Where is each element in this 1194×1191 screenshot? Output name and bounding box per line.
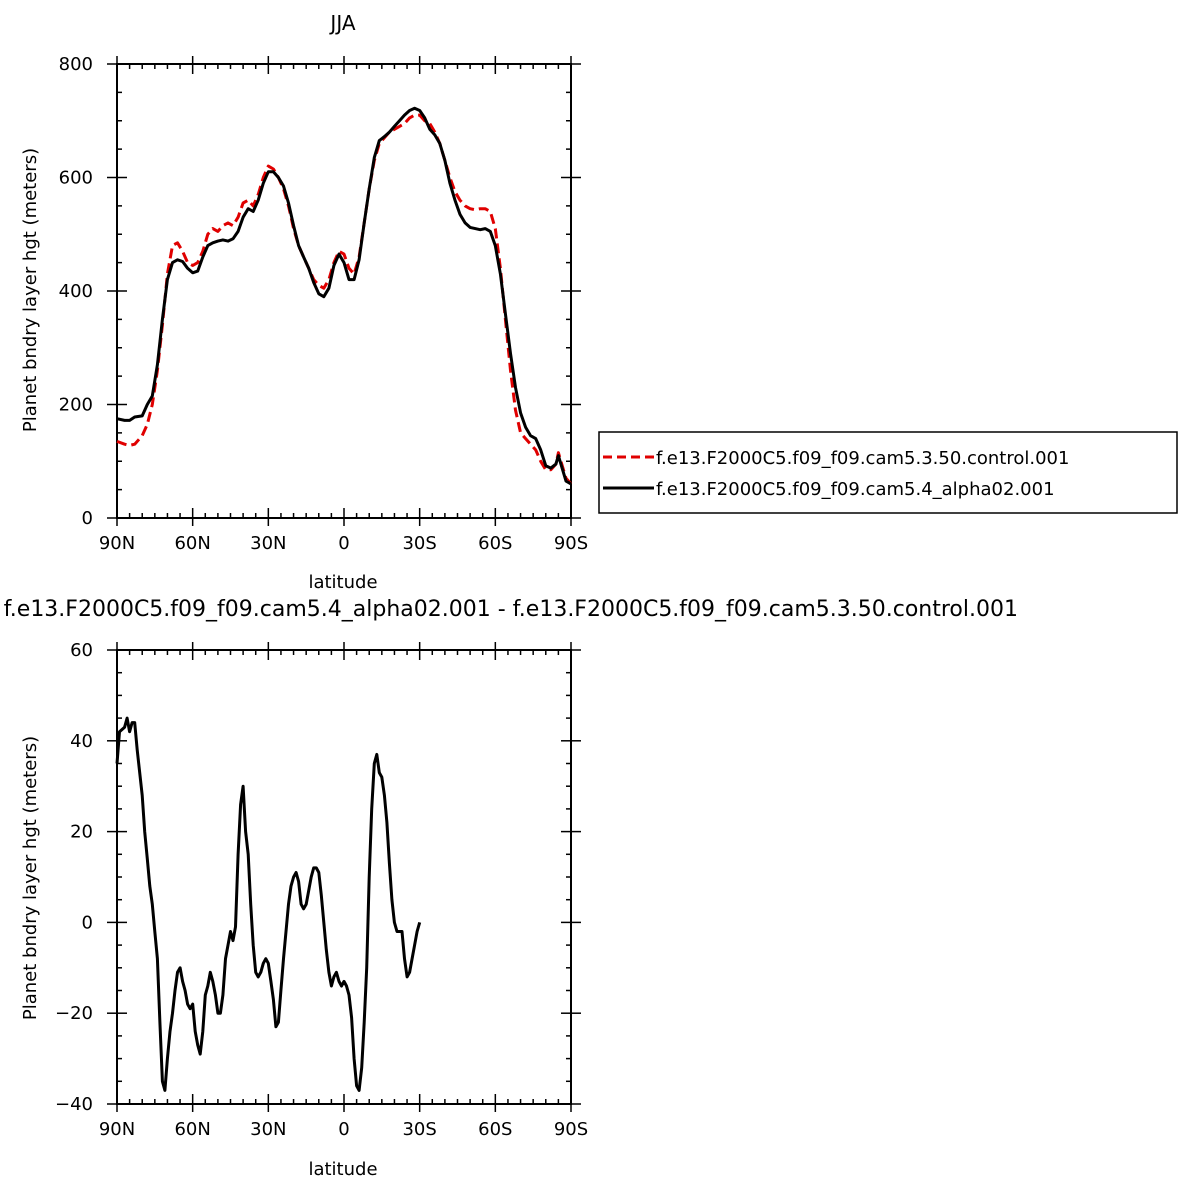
top-y-tick-label: 400 <box>59 281 93 302</box>
bottom-y-tick-label: 0 <box>82 912 93 933</box>
bottom-x-tick-label: 60S <box>478 1119 512 1140</box>
top-x-axis-label: latitude <box>308 572 377 593</box>
top-y-axis-label: Planet bndry layer hgt (meters) <box>20 148 41 432</box>
bottom-x-tick-label: 90N <box>99 1119 135 1140</box>
top-series-group <box>116 106 573 486</box>
top-x-tick-label: 90N <box>99 533 135 554</box>
bottom-y-tick-label: −40 <box>55 1094 93 1115</box>
bottom-chart-title: f.e13.F2000C5.f09_f09.cam5.4_alpha02.001… <box>4 597 1018 622</box>
bottom-x-tick-label: 30N <box>250 1119 286 1140</box>
top-axes: 90N 60N 30N 0 30S 60S 90S 0 200 400 600 800 <box>59 54 589 554</box>
top-x-tick-label: 60N <box>174 533 210 554</box>
bottom-series-line-0 <box>115 716 422 1092</box>
top-x-tick-label: 90S <box>554 533 588 554</box>
legend-box <box>598 431 1178 514</box>
bottom-x-axis-label: latitude <box>308 1159 377 1180</box>
bottom-chart: f.e13.F2000C5.f09_f09.cam5.4_alpha02.001… <box>4 597 1018 1180</box>
top-x-tick-label: 0 <box>338 533 349 554</box>
top-chart-title: JJA <box>328 11 355 35</box>
legend-label-control: f.e13.F2000C5.f09_f09.cam5.3.50.control.… <box>656 448 1069 469</box>
top-series-line-0 <box>116 113 573 485</box>
top-chart: JJA 90N 60N 30N 0 30S 60S 90S 0 200 400 600 800 lat… <box>20 11 1178 593</box>
bottom-y-tick-label: 40 <box>70 731 93 752</box>
bottom-plot-frame <box>116 649 572 1105</box>
top-x-tick-label: 60S <box>478 533 512 554</box>
bottom-y-axis-label: Planet bndry layer hgt (meters) <box>20 736 41 1020</box>
top-x-tick-label: 30N <box>250 533 286 554</box>
bottom-x-tick-label: 60N <box>174 1119 210 1140</box>
bottom-axes: 90N 60N 30N 0 30S 60S 90S −40 −20 0 20 40 60 <box>55 640 588 1140</box>
bottom-series-group <box>115 716 422 1092</box>
bottom-y-tick-label: −20 <box>55 1003 93 1024</box>
top-y-tick-label: 600 <box>59 168 93 189</box>
top-y-tick-label: 200 <box>59 395 93 416</box>
legend-label-alpha: f.e13.F2000C5.f09_f09.cam5.4_alpha02.001 <box>656 479 1055 500</box>
bottom-x-tick-label: 90S <box>554 1119 588 1140</box>
top-x-tick-label: 30S <box>402 533 436 554</box>
top-y-tick-label: 0 <box>82 508 93 529</box>
bottom-y-tick-label: 20 <box>70 822 93 843</box>
bottom-x-tick-label: 0 <box>338 1119 349 1140</box>
top-series-line-1 <box>116 106 572 486</box>
bottom-y-tick-label: 60 <box>70 640 93 661</box>
bottom-x-tick-label: 30S <box>402 1119 436 1140</box>
top-y-tick-label: 800 <box>59 54 93 75</box>
